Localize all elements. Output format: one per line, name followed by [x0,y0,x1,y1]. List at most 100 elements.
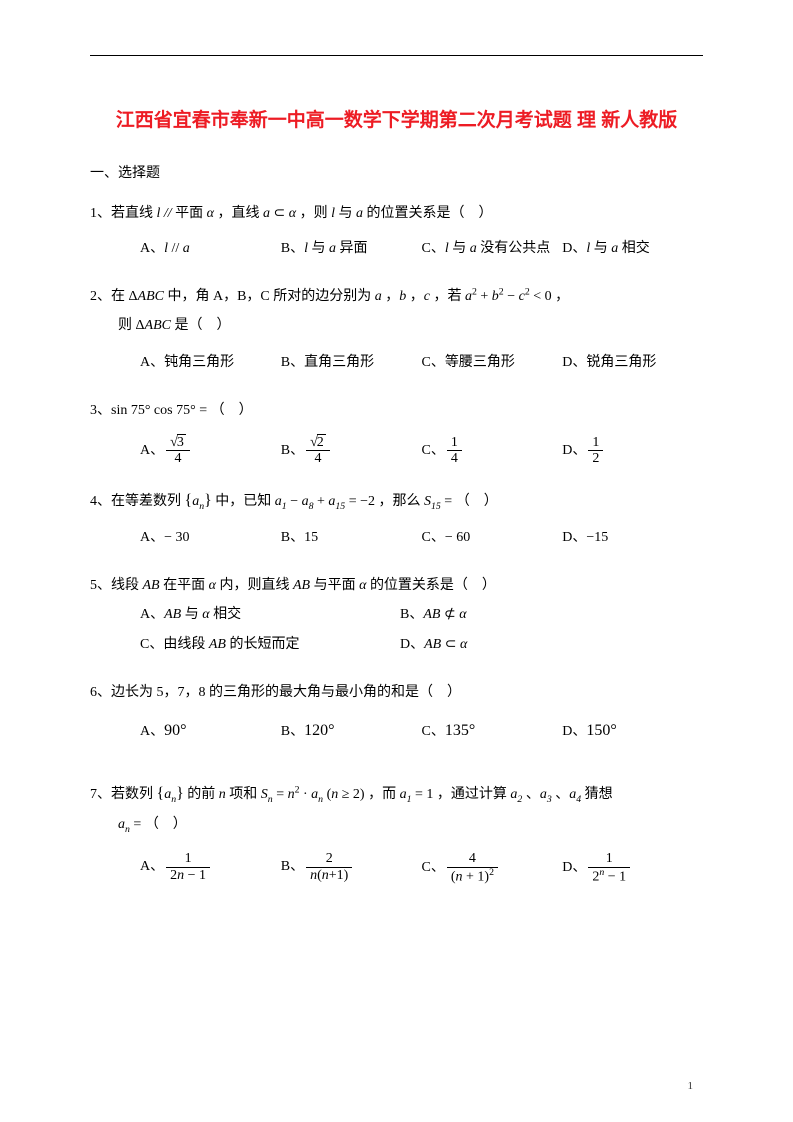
t: ， [552,289,570,304]
t: D、 [562,530,586,545]
t: 的位置关系是（ ） [363,206,493,221]
top-rule [90,55,703,56]
v: − 60 [445,530,470,545]
q4-opt-a: A、− 30 [140,523,281,554]
t: A、 [140,241,164,256]
q4-opt-d: D、−15 [562,523,703,554]
q4-opt-b: B、15 [281,523,422,554]
q6-opt-c: C、135° [422,713,563,748]
q6-opt-b: B、120° [281,713,422,748]
q3-opt-a: A、34 [140,435,281,467]
t: C、 [422,443,445,458]
v: 150° [586,722,616,739]
page-title: 江西省宜春市奉新一中高一数学下学期第二次月考试题 理 新人教版 [90,100,703,142]
t: ，那么 [375,494,424,509]
q5-options: A、AB 与 α 相交 B、AB ⊄ α C、由线段 AB 的长短而定 D、AB… [140,600,703,662]
v: 120° [304,722,334,739]
v: 15 [304,530,318,545]
t: 与平面 [310,578,359,593]
t: （ ） [145,817,187,832]
t: 相交 [618,241,650,256]
q7-opt-d: D、12n − 1 [562,851,703,884]
q1-opt-c: C、l 与 a 没有公共点 [422,234,563,265]
q7-opt-c: C、4(n + 1)2 [422,851,563,884]
q2-opt-b: B、直角三角形 [281,348,422,379]
t: 5、线段 [90,578,143,593]
t: ，通过计算 [433,787,510,802]
page-number: 1 [688,1080,694,1092]
t: 与 [308,241,329,256]
t: B、 [281,724,304,739]
t: D、 [562,724,586,739]
q5-opt-c: C、由线段 AB 的长短而定 [140,630,400,661]
section-label: 一、选择题 [90,162,703,182]
v: −15 [586,530,608,545]
q6-opt-a: A、90° [140,713,281,748]
q6-opt-d: D、150° [562,713,703,748]
t: B、 [281,530,304,545]
q7-opt-b: B、2n(n+1) [281,851,422,884]
q3-opt-c: C、14 [422,435,563,467]
question-1: 1、若直线 l // 平面 α ，直线 a ⊂ α ，则 l 与 a 的位置关系… [90,200,703,265]
q2-line2: 则 ΔABC 是（ ） [118,311,703,342]
question-3: 3、sin 75° cos 75° = （ ） A、34 B、24 C、14 D… [90,397,703,467]
q1-opt-a: A、l // a [140,234,281,265]
t: ，则 [296,206,331,221]
t: A、 [140,724,164,739]
t: ，而 [365,787,400,802]
q3-opt-b: B、24 [281,435,422,467]
q4-stem: 4、在等差数列 {an} 中，已知 a1 − a8 + a15 = −2 ，那么… [90,494,498,509]
q2-opt-c: C、等腰三角形 [422,348,563,379]
t: 4、在等差数列 [90,494,185,509]
t: C、 [422,241,445,256]
v: 90° [164,722,186,739]
t: 则 [118,318,136,333]
q3-stem: 3、sin 75° cos 75° = （ ） [90,403,253,418]
t: （ ） [456,494,498,509]
question-5: 5、线段 AB 在平面 α 内，则直线 AB 与平面 α 的位置关系是（ ） A… [90,572,703,662]
t: A、 [140,530,164,545]
t: 的位置关系是（ ） [366,578,496,593]
t: 是（ ） [171,318,231,333]
q1-options: A、l // a B、l 与 a 异面 C、l 与 a 没有公共点 D、l 与 … [140,234,703,265]
question-6: 6、边长为 5，7，8 的三角形的最大角与最小角的和是（ ） A、90° B、1… [90,679,703,748]
q5-stem: 5、线段 AB 在平面 α 内，则直线 AB 与平面 α 的位置关系是（ ） [90,578,496,593]
t: 项和 [226,787,261,802]
t: （ ） [211,403,253,418]
q4-options: A、− 30 B、15 C、− 60 D、−15 [140,523,703,554]
t: C、 [422,724,445,739]
q2-opt-d: D、锐角三角形 [562,348,703,379]
t: 在平面 [160,578,209,593]
q2-line1: 2、在 ΔABC 中，角 A，B，C 所对的边分别为 a ，b ，c ，若 a2… [90,289,569,304]
t: B、 [281,241,304,256]
t: 7、若数列 [90,787,157,802]
q3-options: A、34 B、24 C、14 D、12 [140,435,703,467]
t: A、 [140,443,164,458]
q5-opt-b: B、AB ⊄ α [400,600,660,631]
t: 的前 [184,787,219,802]
t: C、 [422,860,445,875]
t: C、由线段 [140,637,209,652]
q6-options: A、90° B、120° C、135° D、150° [140,713,703,748]
t: 中，角 A，B，C 所对的边分别为 [164,289,375,304]
q7-opt-a: A、12n − 1 [140,851,281,884]
q7-line2: an = （ ） [118,810,703,841]
t: D、 [562,860,586,875]
question-4: 4、在等差数列 {an} 中，已知 a1 − a8 + a15 = −2 ，那么… [90,485,703,554]
q5-opt-d: D、AB ⊂ α [400,630,660,661]
v: 135° [445,722,475,739]
q5-opt-a: A、AB 与 α 相交 [140,600,400,631]
t: B、 [281,859,304,874]
q3-opt-d: D、12 [562,435,703,467]
t: 与 [590,241,611,256]
q1-opt-b: B、l 与 a 异面 [281,234,422,265]
t: 中，已知 [212,494,275,509]
t: 3、 [90,403,111,418]
q2-options: A、钝角三角形 B、直角三角形 C、等腰三角形 D、锐角三角形 [140,348,703,379]
t: 异面 [336,241,368,256]
q1-opt-d: D、l 与 a 相交 [562,234,703,265]
t: A、 [140,859,164,874]
question-2: 2、在 ΔABC 中，角 A，B，C 所对的边分别为 a ，b ，c ，若 a2… [90,283,703,379]
question-7: 7、若数列 {an} 的前 n 项和 Sn = n2 · an (n ≥ 2) … [90,778,703,884]
t: D、 [562,241,586,256]
